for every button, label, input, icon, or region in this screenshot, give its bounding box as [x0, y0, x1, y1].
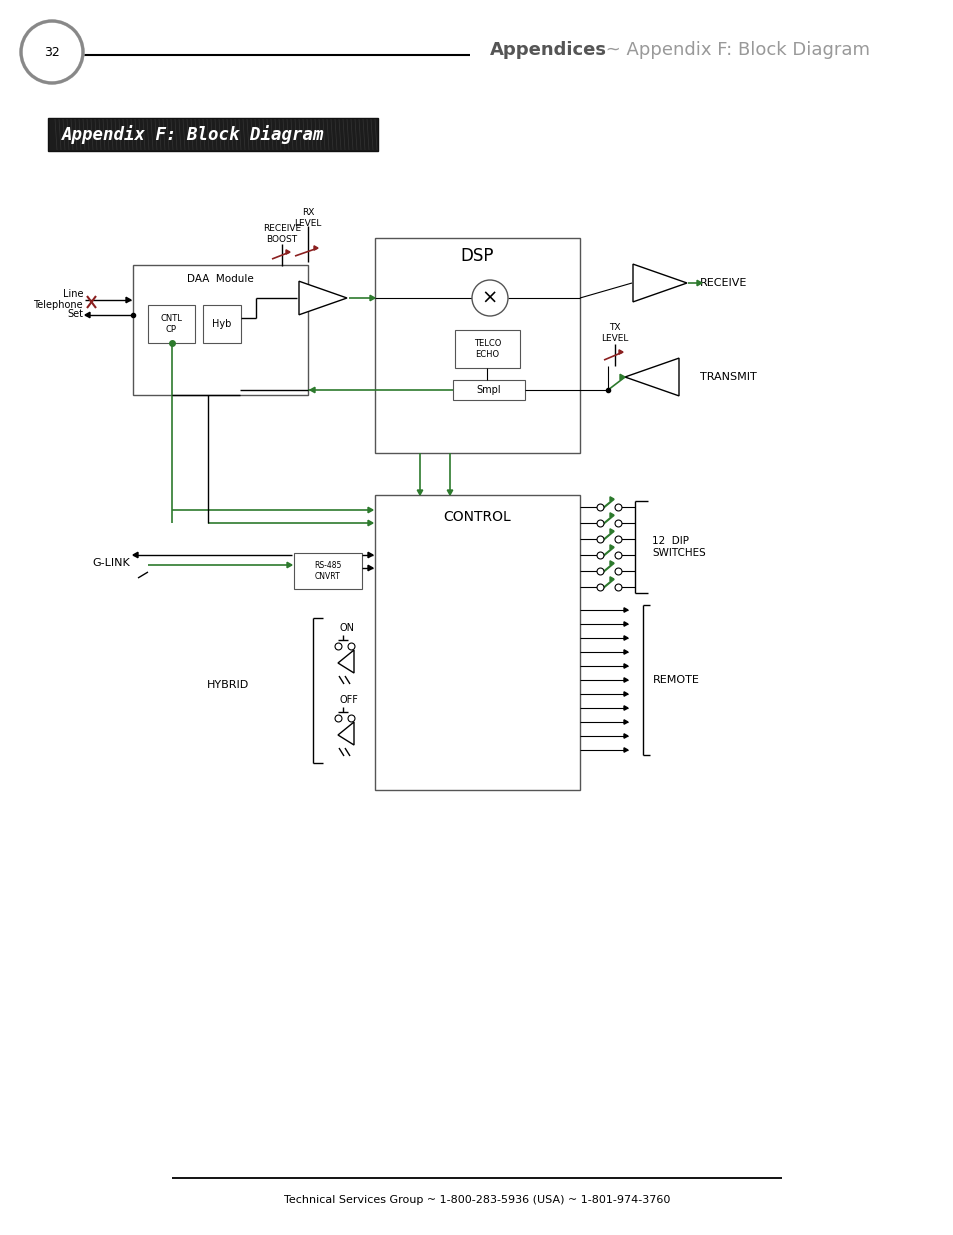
Polygon shape [624, 358, 679, 396]
Text: RECEIVE
BOOST: RECEIVE BOOST [263, 225, 301, 243]
Polygon shape [623, 705, 627, 710]
Text: Hyb: Hyb [213, 319, 232, 329]
Polygon shape [623, 636, 627, 640]
Text: HYBRID: HYBRID [207, 680, 249, 690]
Polygon shape [623, 663, 627, 668]
Polygon shape [623, 678, 627, 682]
Text: TX
LEVEL: TX LEVEL [600, 324, 628, 342]
Text: ON: ON [339, 622, 355, 634]
Text: Line: Line [63, 289, 83, 299]
Polygon shape [623, 608, 627, 613]
Text: TRANSMIT: TRANSMIT [700, 372, 756, 382]
Text: DAA  Module: DAA Module [187, 274, 253, 284]
Text: ×: × [481, 289, 497, 308]
Polygon shape [337, 650, 354, 673]
Text: Set: Set [67, 309, 83, 319]
Text: CNTL
CP: CNTL CP [160, 314, 182, 333]
Polygon shape [368, 520, 373, 526]
Polygon shape [609, 513, 614, 517]
Polygon shape [298, 282, 347, 315]
Ellipse shape [21, 21, 83, 83]
Polygon shape [370, 295, 375, 301]
Text: G-LINK: G-LINK [92, 558, 130, 568]
Bar [48, 119, 377, 151]
Polygon shape [310, 388, 314, 393]
Polygon shape [126, 298, 131, 303]
Polygon shape [623, 650, 627, 655]
Polygon shape [85, 312, 90, 317]
Text: Smpl: Smpl [476, 385, 500, 395]
Text: OFF: OFF [339, 695, 358, 705]
Text: 12  DIP
SWITCHES: 12 DIP SWITCHES [651, 536, 705, 558]
Polygon shape [132, 552, 138, 558]
Bar [453, 380, 524, 400]
Polygon shape [609, 496, 614, 501]
Bar [148, 305, 194, 343]
Polygon shape [286, 249, 290, 254]
Polygon shape [447, 490, 453, 495]
Polygon shape [623, 734, 627, 739]
Polygon shape [368, 552, 373, 558]
Polygon shape [609, 561, 614, 566]
Polygon shape [337, 722, 354, 745]
Text: Appendices: Appendices [490, 41, 606, 59]
Polygon shape [416, 490, 422, 495]
Polygon shape [623, 720, 627, 724]
Polygon shape [618, 350, 622, 354]
Text: Appendix F: Block Diagram: Appendix F: Block Diagram [62, 126, 324, 144]
Text: DSP: DSP [460, 247, 494, 266]
Polygon shape [314, 246, 317, 251]
Polygon shape [287, 562, 292, 568]
Polygon shape [368, 508, 373, 513]
Polygon shape [619, 374, 624, 379]
Text: CONTROL: CONTROL [443, 510, 511, 524]
Bar [132, 266, 308, 395]
Polygon shape [609, 529, 614, 534]
Ellipse shape [24, 23, 80, 80]
Polygon shape [609, 577, 614, 582]
Polygon shape [633, 264, 686, 301]
Text: 32: 32 [44, 46, 60, 58]
Text: REMOTE: REMOTE [652, 676, 700, 685]
Text: RX
LEVEL: RX LEVEL [294, 209, 321, 227]
Bar [455, 330, 519, 368]
Bar [203, 305, 241, 343]
Text: TELCO
ECHO: TELCO ECHO [474, 340, 500, 358]
Text: Technical Services Group ~ 1-800-283-5936 (USA) ~ 1-801-974-3760: Technical Services Group ~ 1-800-283-593… [283, 1195, 670, 1205]
Bar [294, 553, 361, 589]
Text: ~ Appendix F: Block Diagram: ~ Appendix F: Block Diagram [599, 41, 869, 59]
Polygon shape [368, 566, 373, 571]
Text: RS-485
CNVRT: RS-485 CNVRT [314, 561, 341, 580]
Polygon shape [623, 692, 627, 697]
Bar [375, 238, 579, 453]
Bar [375, 495, 579, 790]
Text: RECEIVE: RECEIVE [700, 278, 746, 288]
Circle shape [472, 280, 507, 316]
Polygon shape [697, 280, 701, 285]
Polygon shape [623, 621, 627, 626]
Polygon shape [623, 748, 627, 752]
Polygon shape [609, 545, 614, 550]
Text: Telephone: Telephone [33, 300, 83, 310]
